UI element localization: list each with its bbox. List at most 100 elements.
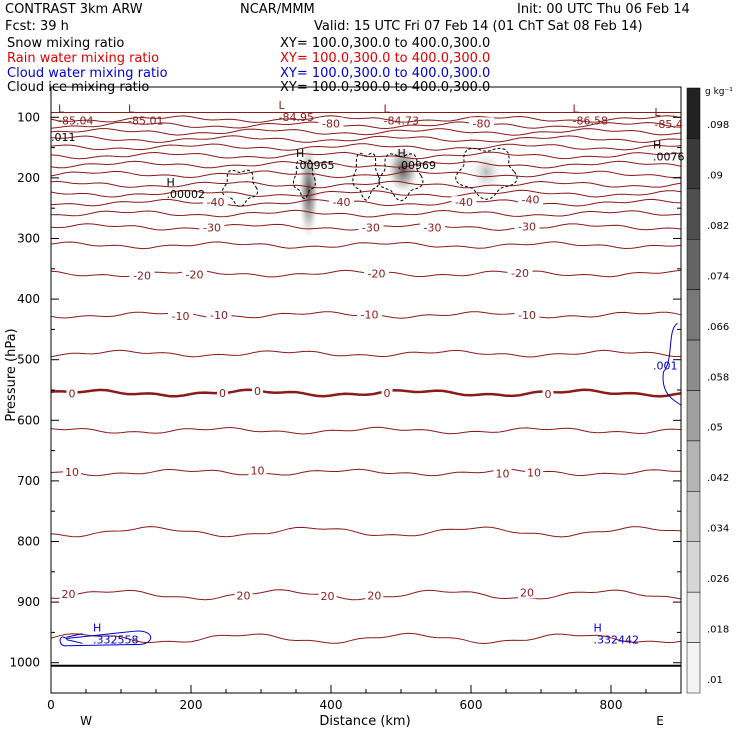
colorbar-label: .034 bbox=[707, 524, 729, 535]
extrema-value: -84.73 bbox=[384, 115, 419, 128]
temperature-label: -80 bbox=[322, 117, 340, 130]
colorbar-swatch bbox=[686, 390, 701, 442]
temperature-label: -80 bbox=[473, 117, 491, 130]
temperature-label-bg bbox=[514, 308, 540, 321]
extrema-mark: L bbox=[654, 106, 661, 119]
extrema-mark: H bbox=[594, 621, 602, 634]
y-tick-label: 300 bbox=[17, 232, 40, 246]
left-title: CONTRAST 3km ARW bbox=[5, 2, 143, 17]
temperature-label-bg bbox=[234, 589, 253, 602]
temperature-label: -10 bbox=[361, 308, 379, 321]
temperature-label-bg bbox=[66, 387, 78, 400]
temperature-label-bg bbox=[248, 464, 267, 477]
cloud-ice-outline bbox=[455, 147, 518, 200]
temperature-label-bg bbox=[420, 221, 445, 234]
temperature-label: 20 bbox=[237, 589, 251, 602]
temperature-label-bg bbox=[451, 196, 477, 209]
temperature-label-bg bbox=[518, 193, 543, 206]
extrema-mark: L bbox=[128, 103, 135, 116]
colorbar-swatch bbox=[686, 642, 701, 694]
colorbar-swatch bbox=[686, 138, 701, 190]
temperature-label-bg bbox=[203, 196, 228, 209]
temperature-contour-line bbox=[50, 198, 682, 207]
colorbar-swatch bbox=[686, 339, 701, 391]
temperature-label: 0 bbox=[384, 387, 391, 400]
field-cloudwater: Cloud water mixing ratio bbox=[7, 66, 168, 81]
temperature-label: 0 bbox=[69, 388, 76, 401]
x-axis-title: Distance (km) bbox=[319, 714, 410, 729]
temperature-contour-line bbox=[50, 143, 682, 151]
colorbar-swatch bbox=[686, 491, 701, 543]
extrema-mark: L bbox=[279, 99, 286, 112]
temperature-label-bg bbox=[365, 589, 384, 602]
extrema-value: .011 bbox=[51, 131, 76, 144]
temperature-label: -30 bbox=[203, 222, 221, 235]
extrema-value: .00002 bbox=[167, 188, 206, 201]
temperature-contour-line bbox=[50, 209, 682, 218]
colorbar-unit: g kg⁻¹ bbox=[705, 87, 733, 97]
y-tick-label: 800 bbox=[17, 535, 40, 549]
x-tick-label: 400 bbox=[320, 698, 343, 712]
temperature-contour-line bbox=[50, 128, 682, 136]
temperature-label-bg bbox=[318, 590, 337, 603]
colorbar-label: .09 bbox=[707, 171, 723, 182]
y-axis-title: Pressure (hPa) bbox=[4, 328, 19, 421]
x-tick-label: 600 bbox=[460, 698, 483, 712]
colorbar-label: .074 bbox=[707, 271, 729, 282]
temperature-label: 0 bbox=[545, 388, 552, 401]
x-end-label-east: E bbox=[656, 714, 664, 728]
cloud-water-outline bbox=[59, 630, 152, 647]
extrema-value: .001 bbox=[653, 360, 678, 373]
temperature-label: 0 bbox=[254, 385, 261, 398]
y-tick-label: 500 bbox=[17, 353, 40, 367]
temperature-label-bg bbox=[206, 308, 232, 321]
temperature-label: -40 bbox=[455, 196, 473, 209]
colorbar-label: .066 bbox=[707, 322, 729, 333]
cloud-outline-contours bbox=[59, 147, 682, 647]
temperature-labels: -80 -80 -40 -40 -40 -40 -30 -30 -30 -30 -20 -20 -20 -… bbox=[59, 117, 554, 603]
temperature-label-bg bbox=[357, 308, 382, 321]
temperature-label: 10 bbox=[496, 468, 510, 481]
field-cloudwater-xy: XY= 100.0,300.0 to 400.0,300.0 bbox=[280, 66, 491, 81]
temperature-label: -10 bbox=[518, 309, 536, 322]
x-axis: 0 200 400 600 800 W E bbox=[47, 685, 682, 728]
temperature-label-bg bbox=[518, 586, 536, 599]
extrema-value: -85.01 bbox=[128, 115, 163, 128]
temperature-label-bg bbox=[364, 267, 389, 280]
temperature-label-bg bbox=[217, 387, 228, 400]
extrema-value: .332442 bbox=[594, 633, 640, 646]
y-tick-label: 100 bbox=[17, 110, 40, 124]
cloud-ice-outline bbox=[293, 159, 316, 200]
colorbar-label: .01 bbox=[707, 675, 723, 686]
colorbar-label: .042 bbox=[707, 473, 729, 484]
temperature-label: 0 bbox=[219, 387, 226, 400]
y-tick-label: 200 bbox=[17, 171, 40, 185]
center-title: NCAR/MMM bbox=[240, 2, 315, 17]
extrema-value: .00965 bbox=[296, 159, 335, 172]
y-tick-label: 400 bbox=[17, 292, 40, 306]
extrema-mark: H bbox=[296, 147, 304, 160]
temperature-contours bbox=[50, 111, 682, 645]
temperature-contour-line bbox=[50, 189, 682, 198]
cloud-ice-outline bbox=[222, 169, 258, 208]
temperature-label: -20 bbox=[186, 268, 204, 281]
extrema-mark: H bbox=[93, 621, 101, 634]
temperature-label: 20 bbox=[62, 588, 76, 601]
temperature-contour-line bbox=[50, 426, 682, 435]
snow-shading-blob bbox=[298, 148, 319, 245]
temperature-contour-line bbox=[50, 632, 682, 645]
extrema-value: -85.4 bbox=[654, 118, 682, 131]
cloud-ice-outline bbox=[352, 152, 380, 201]
temperature-label-bg bbox=[469, 117, 494, 130]
y-tick-label: 700 bbox=[17, 474, 40, 488]
colorbar-swatch bbox=[686, 188, 701, 240]
colorbar: .098 .09 .082 .074 .066 .058 .05 .042 .034 .026 .0… bbox=[686, 87, 733, 694]
temperature-label-bg bbox=[129, 269, 155, 282]
temperature-label-bg bbox=[59, 588, 78, 601]
temperature-contour-line bbox=[50, 468, 682, 477]
temperature-contour-line bbox=[50, 121, 682, 130]
temperature-contour-line bbox=[50, 151, 682, 160]
x-tick-label: 0 bbox=[47, 698, 55, 712]
